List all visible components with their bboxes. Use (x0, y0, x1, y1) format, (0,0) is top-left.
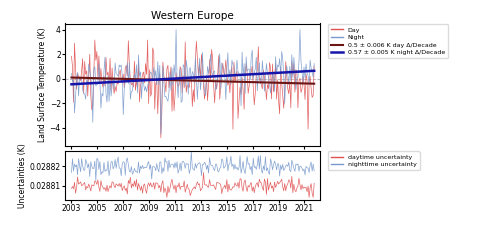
Legend: daytime uncertainty, nighttime uncertainty: daytime uncertainty, nighttime uncertain… (328, 151, 420, 170)
Line: Day: Day (72, 40, 314, 138)
0.57 ± 0.005 K night Δ/Decade (68, 83, 74, 86)
Line: Night: Night (72, 30, 314, 134)
0.5 ± 0.006 K day Δ/Decade (150, 78, 156, 81)
Day (296, 79, 302, 82)
Night (311, 62, 317, 65)
Day (231, 61, 237, 64)
0.57 ± 0.005 K night Δ/Decade (78, 82, 84, 85)
Day (158, 136, 164, 139)
Day (78, 70, 84, 72)
0.57 ± 0.005 K night Δ/Decade (84, 82, 90, 85)
Night (150, 66, 156, 69)
Line: 0.5 ± 0.006 K day Δ/Decade: 0.5 ± 0.006 K day Δ/Decade (72, 78, 314, 84)
Y-axis label: Land Surface Temperature (K): Land Surface Temperature (K) (38, 27, 47, 142)
0.57 ± 0.005 K night Δ/Decade (107, 81, 113, 84)
0.5 ± 0.006 K day Δ/Decade (229, 80, 235, 83)
Title: Western Europe: Western Europe (151, 11, 234, 21)
Day (152, 108, 158, 111)
Night (107, 77, 113, 79)
0.57 ± 0.005 K night Δ/Decade (229, 74, 235, 77)
0.5 ± 0.006 K day Δ/Decade (68, 76, 74, 79)
Night (173, 28, 179, 31)
Night (68, 72, 74, 75)
Night (296, 61, 302, 64)
0.5 ± 0.006 K day Δ/Decade (311, 82, 317, 85)
Line: 0.57 ± 0.005 K night Δ/Decade: 0.57 ± 0.005 K night Δ/Decade (72, 71, 314, 84)
0.5 ± 0.006 K day Δ/Decade (84, 77, 90, 79)
0.57 ± 0.005 K night Δ/Decade (150, 78, 156, 81)
Day (311, 65, 317, 67)
Day (108, 89, 114, 92)
Night (84, 82, 90, 85)
Day (92, 39, 98, 41)
0.5 ± 0.006 K day Δ/Decade (78, 76, 84, 79)
Day (68, 55, 74, 58)
Night (158, 133, 164, 135)
Day (84, 95, 90, 98)
Legend: Day, Night, 0.5 ± 0.006 K day Δ/Decade, 0.57 ± 0.005 K night Δ/Decade: Day, Night, 0.5 ± 0.006 K day Δ/Decade, … (328, 24, 448, 59)
0.57 ± 0.005 K night Δ/Decade (294, 70, 300, 73)
Y-axis label: Uncertainties (K): Uncertainties (K) (18, 143, 27, 208)
0.5 ± 0.006 K day Δ/Decade (294, 82, 300, 85)
0.57 ± 0.005 K night Δ/Decade (311, 69, 317, 72)
Night (231, 65, 237, 68)
Night (78, 78, 84, 81)
0.5 ± 0.006 K day Δ/Decade (107, 77, 113, 80)
